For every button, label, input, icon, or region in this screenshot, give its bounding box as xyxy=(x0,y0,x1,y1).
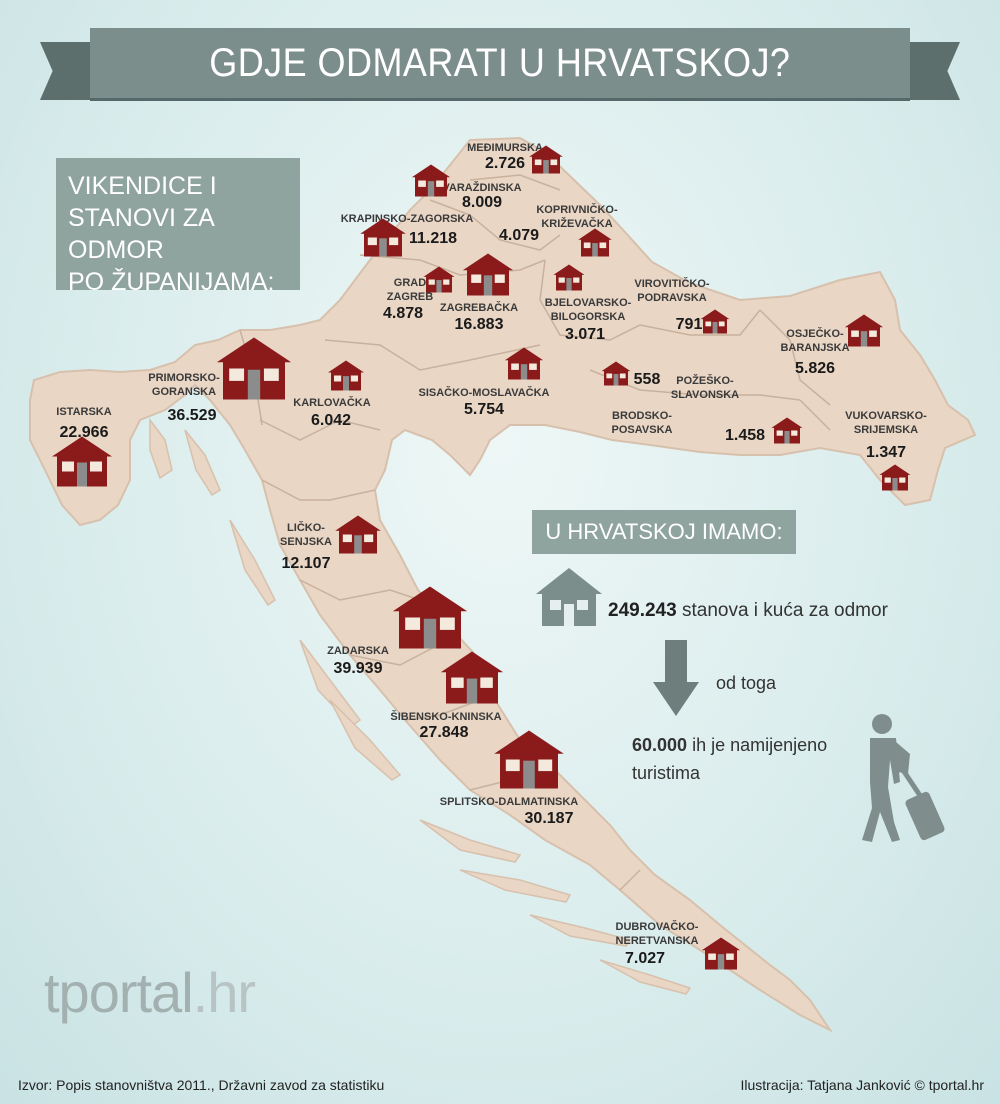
total-text: stanova i kuća za odmor xyxy=(681,600,888,621)
house-icon xyxy=(52,436,112,492)
county-value: 7.027 xyxy=(624,950,666,967)
county-name: BJELOVARSKO- BILOGORSKA xyxy=(544,297,632,323)
county-name: LIČKO- SENJSKA xyxy=(280,522,332,548)
county-value: 16.883 xyxy=(454,316,504,333)
page-title: GDJE ODMARATI U HRVATSKOJ? xyxy=(209,40,791,85)
county-value: 791 xyxy=(675,316,703,333)
county-name: VIROVITIČKO- PODRAVSKA xyxy=(634,278,710,304)
county-value: 39.939 xyxy=(333,660,383,677)
house-icon xyxy=(700,309,730,339)
county-name: OSJEČKO- BARANJSKA xyxy=(780,328,850,354)
county-name: SISAČKO-MOSLAVAČKA xyxy=(418,387,550,399)
county-value: 1.347 xyxy=(865,444,907,461)
house-icon xyxy=(879,464,911,496)
county-value: 11.218 xyxy=(408,230,458,247)
county-name: PRIMORSKO- GORANSKA xyxy=(148,372,220,398)
county-value: 8.009 xyxy=(461,194,503,211)
total-value: 249.243 xyxy=(608,600,677,621)
county-value: 5.754 xyxy=(463,401,505,418)
large-house-icon xyxy=(392,586,468,654)
house-icon xyxy=(411,164,451,202)
county-value: 27.848 xyxy=(419,724,469,741)
islands xyxy=(149,417,692,995)
county-name: ŠIBENSKO-KNINSKA xyxy=(390,711,502,723)
house-icon xyxy=(423,266,455,298)
county-value: 1.458 xyxy=(724,427,766,444)
county-name: POŽEŠKO- SLAVONSKA xyxy=(670,375,740,401)
county-value: 12.107 xyxy=(281,555,331,572)
tourist-text: ih je namijenjeno turistima xyxy=(632,735,828,783)
tourist-line: 60.000 ih je namijenjeno turistima xyxy=(632,731,872,787)
county-name: GRAD ZAGREB xyxy=(386,277,434,303)
large-house-icon xyxy=(216,337,292,405)
county-name: ZAGREBAČKA xyxy=(439,302,519,314)
house-icon xyxy=(335,515,381,559)
house-icon xyxy=(328,360,364,396)
tourist-value: 60.000 xyxy=(632,735,688,755)
down-arrow-icon xyxy=(653,640,699,716)
house-icon xyxy=(462,253,514,301)
total-line: 249.243 stanova i kuća za odmor xyxy=(608,600,888,622)
county-name: KARLOVAČKA xyxy=(293,397,371,409)
house-outline-icon xyxy=(536,568,602,626)
county-name: MEĐIMURSKA xyxy=(467,142,543,154)
of-which-text: od toga xyxy=(716,673,777,693)
house-icon xyxy=(504,347,544,385)
county-value: 2.726 xyxy=(484,155,526,172)
title-banner: GDJE ODMARATI U HRVATSKOJ? xyxy=(40,28,960,110)
county-value: 4.878 xyxy=(382,305,424,322)
county-value: 36.529 xyxy=(167,407,217,424)
large-house-icon xyxy=(440,651,504,709)
county-name: ZADARSKA xyxy=(327,645,389,657)
source-footnote: Izvor: Popis stanovništva 2011., Državni… xyxy=(18,1077,385,1093)
county-name: KRAPINSKO-ZAGORSKA xyxy=(340,213,474,225)
county-name: DUBROVAČKO- NERETVANSKA xyxy=(615,921,699,947)
house-icon xyxy=(701,937,741,975)
county-name: BRODSKO- POSAVSKA xyxy=(611,410,673,436)
house-icon xyxy=(844,314,884,352)
house-icon xyxy=(601,361,631,391)
county-name: ISTARSKA xyxy=(56,406,112,418)
house-icon xyxy=(578,228,612,262)
summary-title: U HRVATSKOJ IMAMO: xyxy=(532,510,796,554)
house-icon xyxy=(529,145,563,179)
house-icon xyxy=(771,417,803,449)
credit-footnote: Ilustracija: Tatjana Janković © tportal.… xyxy=(740,1077,984,1093)
county-value: 30.187 xyxy=(524,810,574,827)
county-value: 4.079 xyxy=(498,227,540,244)
logo-suffix: .hr xyxy=(192,961,256,1024)
house-icon xyxy=(553,264,585,296)
county-name: VUKOVARSKO- SRIJEMSKA xyxy=(845,410,927,436)
county-value: 3.071 xyxy=(564,326,606,343)
house-icon xyxy=(360,218,406,262)
map-subtitle: VIKENDICE I STANOVI ZA ODMOR PO ŽUPANIJA… xyxy=(56,158,300,296)
county-name: VARAŽDINSKA xyxy=(442,182,522,194)
logo-main: tportal xyxy=(44,961,194,1024)
county-value: 5.826 xyxy=(794,360,836,377)
banner-main: GDJE ODMARATI U HRVATSKOJ? xyxy=(90,28,910,98)
county-value: 6.042 xyxy=(310,412,352,429)
tportal-logo: tportal.hr xyxy=(44,960,256,1025)
county-name: SPLITSKO-DALMATINSKA xyxy=(439,796,579,808)
large-house-icon xyxy=(494,730,564,794)
county-value: 558 xyxy=(633,371,661,388)
traveler-icon xyxy=(862,714,945,842)
county-value: 22.966 xyxy=(59,424,109,441)
county-name: KOPRIVNIČKO- KRIŽEVAČKA xyxy=(536,204,618,230)
